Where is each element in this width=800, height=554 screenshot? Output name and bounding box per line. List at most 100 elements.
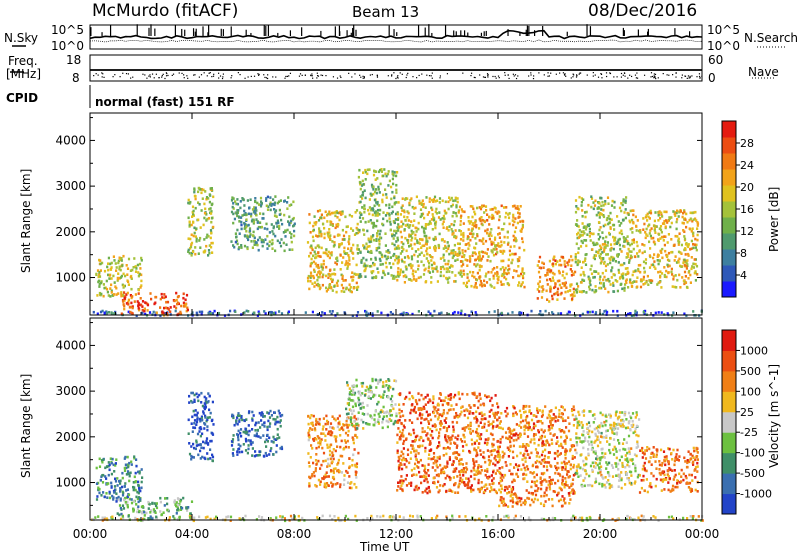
echo-cell [324, 210, 327, 214]
echo-cell [375, 224, 378, 228]
nave-point [218, 77, 220, 79]
echo-cell [682, 279, 685, 283]
echo-cell [395, 183, 398, 187]
echo-cell [408, 203, 411, 207]
echo-cell [129, 294, 132, 297]
nave-point [547, 72, 549, 74]
echo-cell [433, 247, 436, 251]
echo-cell [417, 227, 420, 231]
echo-cell [263, 421, 266, 424]
echo-cell [591, 288, 594, 292]
echo-cell [368, 212, 371, 216]
echo-cell [320, 265, 323, 269]
echo-cell [111, 294, 114, 297]
echo-cell [140, 303, 143, 307]
echo-cell [169, 310, 172, 313]
echo-cell [199, 457, 202, 460]
echo-cell [452, 249, 455, 252]
echo-cell [540, 296, 544, 299]
echo-cell [359, 407, 362, 410]
echo-cell [458, 247, 461, 250]
echo-cell [378, 394, 381, 397]
echo-cell [373, 276, 376, 279]
echo-cell [210, 245, 213, 249]
echo-cell [419, 208, 423, 211]
echo-cell [280, 312, 284, 315]
echo-cell [327, 475, 330, 478]
echo-cell [454, 251, 457, 254]
echo-cell [458, 205, 462, 209]
echo-cell [374, 378, 377, 382]
echo-cell [239, 428, 243, 431]
nave-point [219, 75, 222, 77]
echo-cell [402, 270, 405, 274]
echo-cell [335, 257, 338, 260]
echo-cell [620, 209, 623, 213]
echo-cell [143, 517, 146, 521]
echo-cell [401, 250, 404, 253]
echo-cell [408, 235, 411, 238]
echo-cell [309, 276, 312, 279]
echo-cell [483, 469, 487, 472]
echo-cell [503, 222, 506, 226]
echo-cell [413, 405, 416, 409]
nave-point [161, 75, 163, 77]
echo-cell [359, 195, 362, 198]
nave-point [643, 74, 646, 76]
echo-cell [396, 441, 399, 444]
echo-cell [599, 244, 602, 248]
nave-point [193, 74, 195, 76]
echo-cell [334, 261, 337, 264]
echo-cell [128, 472, 131, 475]
echo-cell [517, 208, 521, 211]
echo-cell [205, 419, 208, 423]
echo-cell [661, 256, 664, 260]
echo-cell [188, 452, 192, 456]
echo-cell [637, 269, 640, 273]
echo-cell [136, 263, 139, 267]
echo-cell [639, 231, 642, 234]
echo-cell [397, 485, 400, 488]
echo-cell [273, 208, 276, 211]
echo-cell [612, 273, 615, 276]
echo-cell [452, 425, 455, 429]
echo-cell [238, 418, 241, 422]
echo-cell [354, 404, 357, 408]
echo-cell [124, 482, 127, 485]
echo-cell [106, 265, 109, 269]
echo-cell [656, 283, 659, 286]
echo-cell [362, 171, 365, 174]
nave-point [203, 72, 205, 74]
echo-cell [550, 269, 553, 272]
nave-point [543, 74, 545, 76]
echo-cell [132, 488, 135, 492]
echo-cell [381, 198, 384, 202]
echo-cell [418, 202, 421, 205]
echo-cell [241, 517, 244, 521]
echo-cell [135, 314, 138, 317]
nave-point [430, 75, 432, 77]
echo-cell [539, 275, 542, 279]
echo-cell [202, 223, 205, 227]
echo-cell [293, 234, 296, 238]
echo-cell [466, 273, 469, 276]
echo-cell [123, 299, 126, 302]
echo-cell [114, 488, 117, 491]
echo-cell [657, 270, 660, 274]
echo-cell [361, 217, 365, 220]
echo-cell [159, 510, 162, 513]
echo-cell [366, 517, 369, 520]
echo-cell [395, 247, 398, 250]
echo-cell [331, 460, 334, 463]
echo-cell [365, 385, 368, 389]
echo-cell [131, 306, 134, 310]
echo-cell [463, 426, 466, 430]
echo-cell [425, 234, 428, 238]
echo-cell [419, 275, 422, 279]
echo-cell [333, 417, 336, 421]
echo-cell [492, 477, 495, 480]
echo-cell [365, 242, 368, 246]
echo-cell [137, 271, 140, 274]
echo-cell [545, 289, 548, 293]
echo-cell [95, 498, 99, 501]
